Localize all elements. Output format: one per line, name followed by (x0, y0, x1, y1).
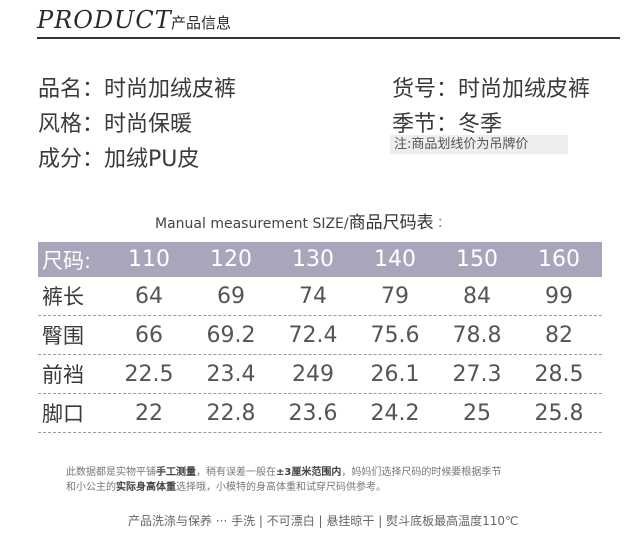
table-cell: 22.8 (206, 400, 256, 426)
table-cell: 64 (135, 283, 163, 309)
footnote-text: 选择哦，小模特的身高体重和试穿尺码供参考。 (176, 482, 386, 493)
size-table: 尺码: 110 120 130 140 150 160 裤长 64 69 74 … (38, 242, 602, 433)
row-label: 脚口 (42, 402, 84, 426)
info-sku: 货号：时尚加绒皮裤 (392, 77, 591, 102)
table-cell: 69 (217, 283, 245, 309)
size-header-cell: 130 (292, 247, 334, 272)
measurement-footnote-line2: 和小公主的实际身高体重选择哦，小模特的身高体重和试穿尺码供参考。 (66, 478, 386, 493)
table-cell: 72.4 (288, 322, 338, 348)
info-season: 季节：冬季 (392, 112, 503, 137)
footnote-emphasis: 手工测量 (156, 467, 196, 478)
table-cell: 99 (545, 283, 573, 309)
size-header-cell: 150 (456, 247, 498, 272)
table-cell: 23.6 (288, 400, 338, 426)
table-cell: 23.4 (206, 361, 256, 387)
table-cell: 82 (545, 322, 573, 348)
table-cell: 74 (299, 283, 327, 309)
size-header-label: 尺码: (42, 248, 92, 273)
size-title-cn: 商品尺码表 (348, 213, 434, 233)
product-header: PRODUCT 产品信息 (37, 2, 620, 39)
footnote-emphasis: 实际身高体重 (116, 482, 176, 493)
table-cell: 84 (463, 283, 491, 309)
table-cell: 66 (135, 322, 163, 348)
size-header-cell: 140 (374, 247, 416, 272)
header-title-en: PRODUCT (37, 6, 172, 34)
size-header-cell: 120 (210, 247, 252, 272)
table-row: 脚口 22 22.8 23.6 24.2 25 25.8 (38, 394, 602, 433)
care-instructions: 产品洗涤与保养 ··· 手洗 | 不可漂白 | 悬挂晾干 | 熨斗底板最高温度1… (128, 514, 519, 528)
info-material: 成分：加绒PU皮 (38, 147, 200, 172)
table-row: 臀围 66 69.2 72.4 75.6 78.8 82 (38, 316, 602, 355)
table-cell: 28.5 (534, 361, 584, 387)
table-cell: 75.6 (370, 322, 420, 348)
table-cell: 24.2 (370, 400, 420, 426)
size-header-cell: 110 (128, 247, 170, 272)
price-note: 注:商品划线价为吊牌价 (390, 135, 568, 154)
footnote-text: ，稍有误差一般在 (196, 467, 276, 478)
row-label: 前裆 (42, 363, 84, 387)
row-label: 裤长 (42, 285, 84, 309)
size-chart-title: Manual measurement SIZE/商品尺码表 ⠅ (155, 208, 446, 233)
footnote-emphasis: ±3厘米范围内 (276, 467, 342, 478)
table-cell: 78.8 (452, 322, 502, 348)
table-row: 裤长 64 69 74 79 84 99 (38, 277, 602, 316)
size-title-dots: ⠅ (437, 217, 447, 231)
size-header-cell: 160 (538, 247, 580, 272)
header-title-cn: 产品信息 (171, 14, 232, 32)
info-style: 风格：时尚保暖 (38, 112, 193, 137)
header-divider (37, 37, 620, 39)
table-cell: 25.8 (534, 400, 584, 426)
size-table-header: 尺码: 110 120 130 140 150 160 (38, 242, 602, 277)
table-cell: 249 (292, 361, 334, 387)
size-title-en: Manual measurement SIZE/ (155, 216, 349, 232)
table-cell: 22.5 (124, 361, 174, 387)
measurement-footnote-line1: 此数据都是实物平铺手工测量，稍有误差一般在±3厘米范围内，妈妈们选择尺码的时候要… (66, 463, 501, 478)
row-label: 臀围 (42, 324, 84, 348)
footnote-text: 和小公主的 (66, 482, 116, 493)
table-cell: 69.2 (206, 322, 256, 348)
table-cell: 79 (381, 283, 409, 309)
table-row: 前裆 22.5 23.4 249 26.1 27.3 28.5 (38, 355, 602, 394)
footnote-text: 此数据都是实物平铺 (66, 467, 156, 478)
table-cell: 25 (463, 400, 491, 426)
table-cell: 26.1 (370, 361, 420, 387)
footnote-text: ，妈妈们选择尺码的时候要根据季节 (341, 467, 502, 478)
table-cell: 27.3 (452, 361, 502, 387)
table-cell: 22 (135, 400, 163, 426)
info-name: 品名：时尚加绒皮裤 (38, 77, 237, 102)
